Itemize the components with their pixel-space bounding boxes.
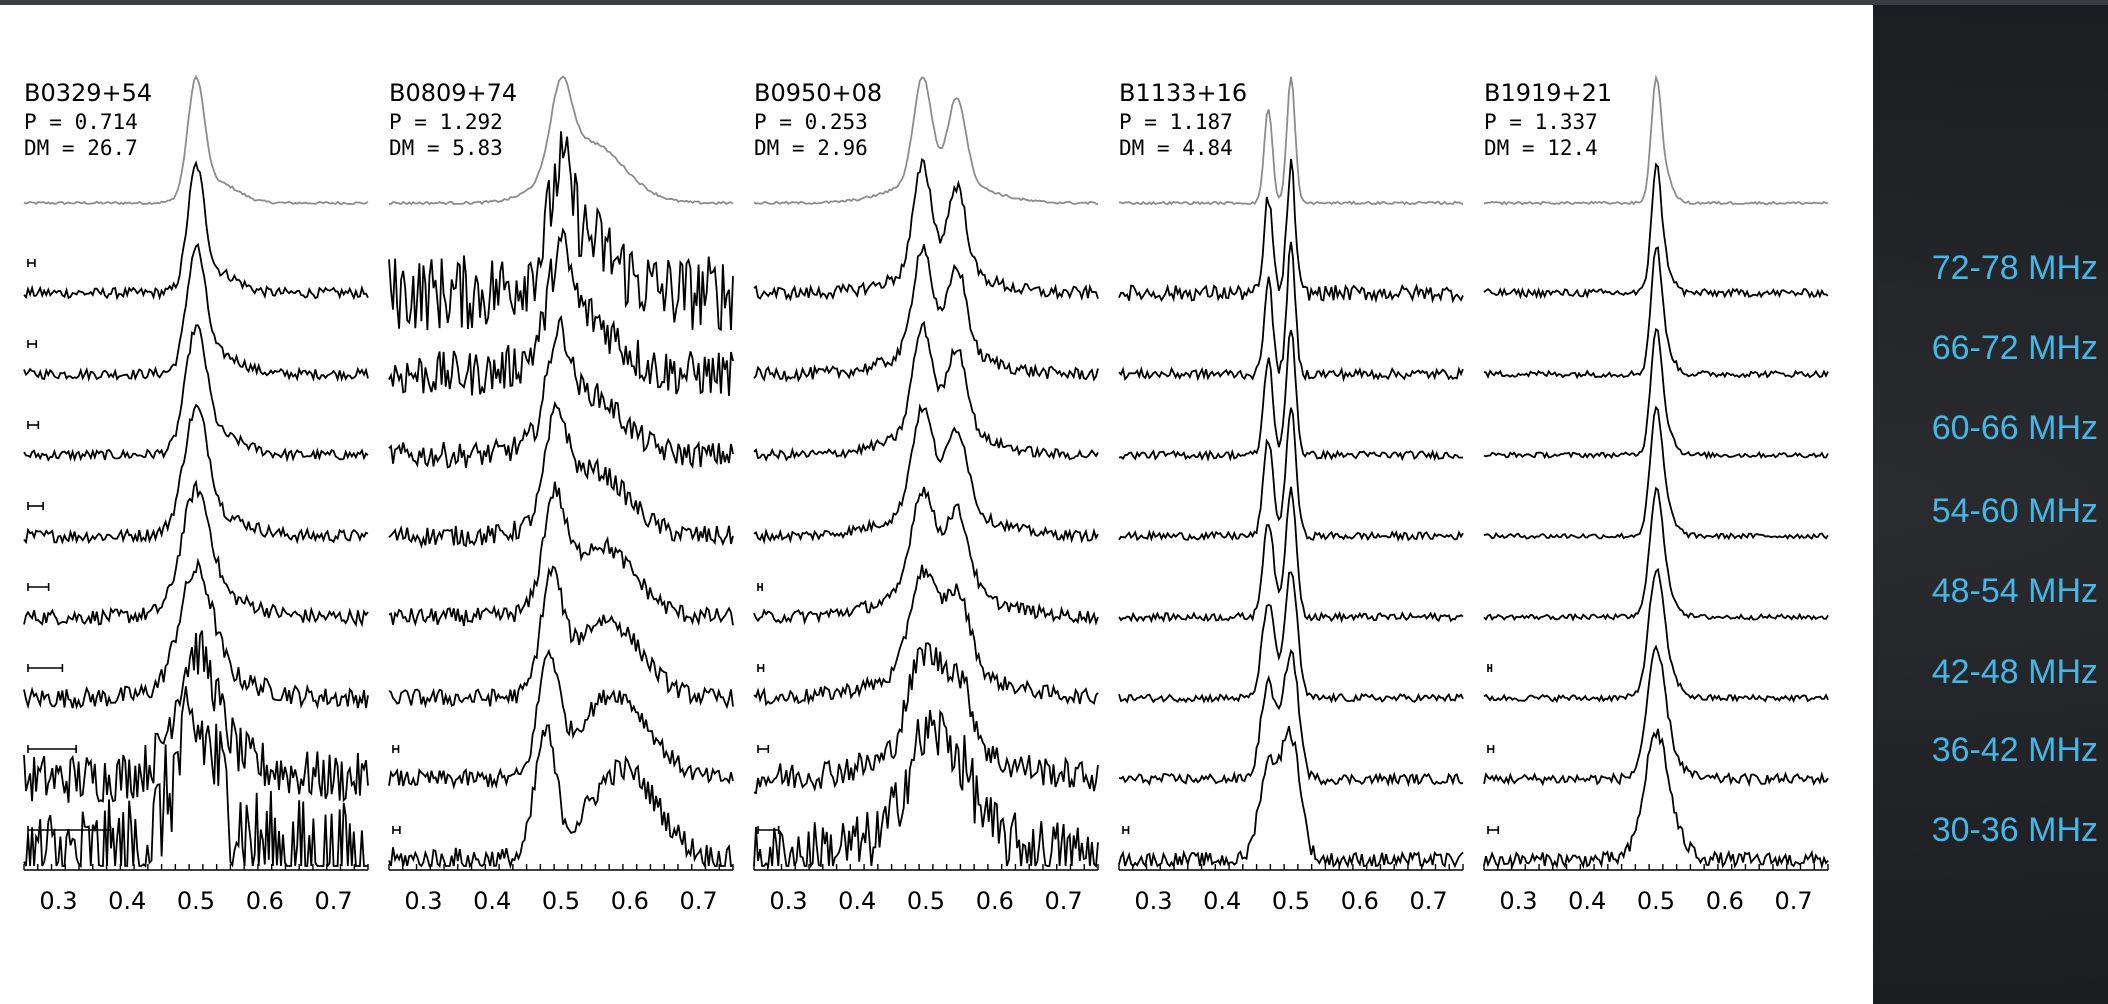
band-profile-B1919+21-48-54MHz bbox=[1483, 486, 1829, 622]
band-profile-B0950+08-30-36MHz bbox=[753, 709, 1099, 869]
summed-profile-B1133+16 bbox=[1119, 76, 1464, 206]
band-profile-B0329+54-48-54MHz bbox=[23, 479, 369, 628]
band-profile-B0809+74-72-78MHz bbox=[388, 131, 734, 332]
band-profile-B0950+08-42-48MHz bbox=[753, 564, 1099, 707]
band-profile-B0809+74-54-60MHz bbox=[388, 400, 734, 549]
x-tick-label: 0.6 bbox=[611, 887, 649, 915]
x-tick-label: 0.5 bbox=[542, 887, 580, 915]
summed-profile-B0329+54 bbox=[23, 74, 369, 206]
x-tick-label: 0.6 bbox=[1341, 887, 1379, 915]
pulsar-dm: DM = 26.7 bbox=[24, 136, 138, 160]
band-profile-B0329+54-66-72MHz bbox=[23, 242, 369, 383]
band-profile-B1919+21-60-66MHz bbox=[1483, 327, 1829, 460]
figure-panel: B0329+54 P = 0.714 DM = 26.7 0.3 0.4 0.5 0.6 0.… bbox=[0, 5, 1873, 1004]
pulsar-period: P = 1.292 bbox=[389, 110, 503, 134]
band-profile-B1919+21-36-42MHz bbox=[1483, 644, 1829, 787]
pulsar-name: B1919+21 bbox=[1484, 79, 1612, 107]
x-tick-label: 0.4 bbox=[1568, 887, 1606, 915]
x-tick-label: 0.7 bbox=[1045, 887, 1083, 915]
band-profile-B0950+08-66-72MHz bbox=[753, 244, 1099, 383]
pulsar-dm: DM = 2.96 bbox=[754, 136, 868, 160]
x-tick-label: 0.6 bbox=[246, 887, 284, 915]
x-tick-label: 0.4 bbox=[838, 887, 876, 915]
summed-profile-B0950+08 bbox=[753, 76, 1099, 205]
summed-profile-B1919+21 bbox=[1483, 74, 1829, 206]
band-profile-B0329+54-60-66MHz bbox=[23, 324, 369, 463]
band-profile-B0809+74-60-66MHz bbox=[388, 314, 734, 469]
x-tick-label: 0.6 bbox=[976, 887, 1014, 915]
frequency-band-label: 66-72 MHz bbox=[1931, 329, 2098, 367]
pulsar-period: P = 0.253 bbox=[754, 110, 868, 134]
band-profile-B0329+54-42-48MHz bbox=[23, 557, 369, 710]
x-tick-label: 0.7 bbox=[1410, 887, 1448, 915]
band-profile-B1919+21-30-36MHz bbox=[1483, 728, 1829, 870]
band-profile-B0809+74-42-48MHz bbox=[388, 565, 734, 710]
x-tick-label: 0.7 bbox=[680, 887, 718, 915]
x-tick-label: 0.4 bbox=[473, 887, 511, 915]
band-profile-B1919+21-54-60MHz bbox=[1483, 405, 1829, 541]
x-tick-label: 0.5 bbox=[1637, 887, 1675, 915]
x-tick-label: 0.5 bbox=[907, 887, 945, 915]
x-tick-label: 0.3 bbox=[769, 887, 807, 915]
band-profile-B0809+74-48-54MHz bbox=[388, 481, 734, 627]
band-profile-B1133+16-54-60MHz bbox=[1118, 407, 1464, 542]
pulsar-name: B0950+08 bbox=[754, 79, 882, 107]
band-profile-B0950+08-48-54MHz bbox=[753, 486, 1099, 626]
band-profile-B0809+74-30-36MHz bbox=[388, 724, 733, 870]
band-profile-B1919+21-42-48MHz bbox=[1483, 567, 1829, 704]
x-tick-label: 0.3 bbox=[39, 887, 77, 915]
band-profile-B0950+08-54-60MHz bbox=[753, 403, 1099, 545]
band-profile-B0329+54-54-60MHz bbox=[23, 403, 369, 545]
frequency-band-label: 36-42 MHz bbox=[1931, 731, 2098, 769]
band-profile-B1919+21-66-72MHz bbox=[1483, 246, 1829, 380]
frequency-band-label: 42-48 MHz bbox=[1931, 653, 2098, 691]
x-tick-label: 0.5 bbox=[177, 887, 215, 915]
frequency-band-label: 48-54 MHz bbox=[1931, 572, 2098, 610]
pulsar-period: P = 1.337 bbox=[1484, 110, 1598, 134]
pulsar-period: P = 1.187 bbox=[1119, 110, 1233, 134]
band-profile-B1133+16-36-42MHz bbox=[1118, 648, 1464, 788]
band-profile-B1133+16-72-78MHz bbox=[1118, 158, 1464, 304]
pulsar-dm: DM = 5.83 bbox=[389, 136, 503, 160]
band-profile-B0329+54-30-36MHz bbox=[23, 686, 368, 869]
pulsar-dm: DM = 12.4 bbox=[1484, 136, 1598, 160]
pulsar-name: B0809+74 bbox=[389, 79, 517, 107]
band-profile-B0809+74-66-72MHz bbox=[388, 226, 734, 396]
x-tick-label: 0.7 bbox=[315, 887, 353, 915]
x-tick-label: 0.7 bbox=[1775, 887, 1813, 915]
band-profile-B1133+16-60-66MHz bbox=[1118, 329, 1464, 463]
pulsar-name: B0329+54 bbox=[24, 79, 152, 107]
frequency-band-label: 72-78 MHz bbox=[1931, 249, 2098, 287]
band-profile-B0329+54-72-78MHz bbox=[23, 160, 369, 301]
pulsar-name: B1133+16 bbox=[1119, 79, 1247, 107]
frequency-band-label: 30-36 MHz bbox=[1931, 811, 2098, 849]
x-tick-label: 0.4 bbox=[108, 887, 146, 915]
band-profile-B0809+74-36-42MHz bbox=[388, 648, 734, 790]
x-tick-label: 0.3 bbox=[404, 887, 442, 915]
x-tick-label: 0.4 bbox=[1203, 887, 1241, 915]
band-profile-B0950+08-36-42MHz bbox=[753, 642, 1099, 795]
frequency-band-label: 60-66 MHz bbox=[1931, 409, 2098, 447]
band-profile-B0950+08-60-66MHz bbox=[753, 320, 1099, 462]
band-profile-B0329+54-36-42MHz bbox=[23, 630, 369, 803]
x-tick-label: 0.3 bbox=[1499, 887, 1537, 915]
x-tick-label: 0.5 bbox=[1272, 887, 1310, 915]
x-tick-label: 0.3 bbox=[1134, 887, 1172, 915]
pulsar-dm: DM = 4.84 bbox=[1119, 136, 1233, 160]
frequency-band-label: 54-60 MHz bbox=[1931, 492, 2098, 530]
top-border bbox=[0, 0, 2108, 5]
band-profile-B1133+16-48-54MHz bbox=[1118, 486, 1464, 624]
band-profile-B1133+16-66-72MHz bbox=[1118, 241, 1464, 383]
summed-profile-B0809+74 bbox=[388, 75, 734, 206]
band-profile-B1919+21-72-78MHz bbox=[1483, 162, 1829, 300]
x-tick-label: 0.6 bbox=[1706, 887, 1744, 915]
band-profile-B0950+08-72-78MHz bbox=[753, 157, 1099, 302]
pulsar-period: P = 0.714 bbox=[24, 110, 138, 134]
band-profile-B1133+16-30-36MHz bbox=[1118, 726, 1464, 869]
band-profile-B1133+16-42-48MHz bbox=[1118, 571, 1464, 704]
